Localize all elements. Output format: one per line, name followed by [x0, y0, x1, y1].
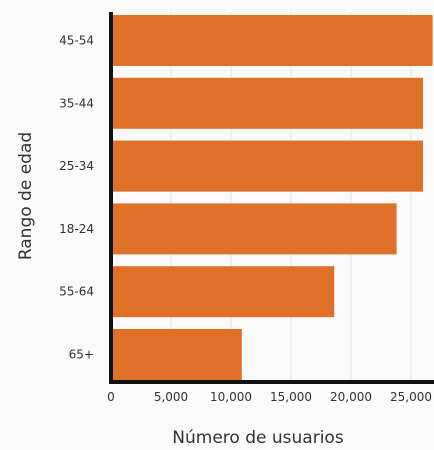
x-tick-label-0: 0	[107, 390, 115, 404]
y-tick-label-35-44: 35-44	[59, 96, 94, 110]
bar-35-44	[111, 77, 423, 129]
x-tick-label-1: 5,000	[154, 390, 188, 404]
bar-55-64	[111, 266, 335, 318]
y-tick-label-25-34: 25-34	[59, 159, 94, 173]
y-axis-title: Rango de edad	[16, 132, 36, 260]
bars	[111, 15, 433, 380]
x-tick-labels: 0 5,000 10,000 15,000 20,000 25,000	[107, 390, 432, 404]
y-tick-label-45-54: 45-54	[59, 34, 94, 48]
x-tick-label-2: 10,000	[210, 390, 252, 404]
grid-lines	[170, 12, 412, 382]
x-tick-label-5: 25,000	[390, 390, 432, 404]
x-tick-label-3: 15,000	[270, 390, 312, 404]
bar-65+	[111, 329, 242, 380]
bar-45-54	[111, 15, 433, 66]
y-tick-label-18-24: 18-24	[59, 222, 94, 236]
bar-18-24	[111, 203, 397, 255]
bar-25-34	[111, 140, 423, 192]
y-tick-labels: 45-54 35-44 25-34 18-24 55-64 65+	[59, 34, 94, 362]
x-axis-title: Número de usuarios	[172, 428, 344, 448]
y-tick-label-55-64: 55-64	[59, 285, 94, 299]
y-tick-label-65+: 65+	[69, 348, 94, 362]
x-tick-label-4: 20,000	[330, 390, 372, 404]
